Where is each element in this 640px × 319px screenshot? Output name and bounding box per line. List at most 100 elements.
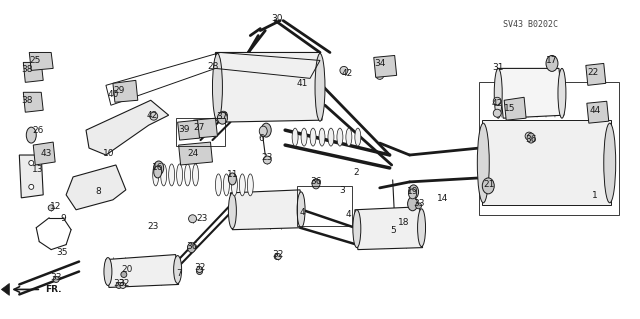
Text: 29: 29 bbox=[113, 86, 125, 95]
Text: 20: 20 bbox=[121, 265, 132, 274]
Ellipse shape bbox=[346, 128, 352, 146]
Ellipse shape bbox=[494, 68, 502, 118]
Ellipse shape bbox=[483, 178, 494, 194]
Polygon shape bbox=[374, 56, 397, 78]
Ellipse shape bbox=[218, 112, 227, 124]
Text: 9: 9 bbox=[60, 214, 66, 223]
Text: 3: 3 bbox=[339, 186, 345, 195]
Ellipse shape bbox=[29, 184, 34, 189]
Ellipse shape bbox=[228, 193, 236, 229]
Ellipse shape bbox=[355, 128, 361, 146]
Polygon shape bbox=[66, 165, 126, 210]
Text: 23: 23 bbox=[262, 152, 273, 161]
Ellipse shape bbox=[104, 257, 112, 286]
Text: 35: 35 bbox=[56, 248, 68, 257]
Ellipse shape bbox=[312, 179, 320, 189]
Polygon shape bbox=[193, 118, 218, 138]
Ellipse shape bbox=[247, 174, 253, 196]
Ellipse shape bbox=[121, 271, 127, 278]
Ellipse shape bbox=[353, 210, 361, 248]
Ellipse shape bbox=[154, 161, 164, 175]
Ellipse shape bbox=[150, 112, 157, 120]
Ellipse shape bbox=[239, 174, 245, 196]
Text: 43: 43 bbox=[40, 149, 52, 158]
Ellipse shape bbox=[546, 56, 558, 71]
Text: 36: 36 bbox=[525, 135, 537, 144]
Ellipse shape bbox=[220, 111, 227, 119]
Text: 22: 22 bbox=[587, 68, 598, 77]
Text: 33: 33 bbox=[113, 279, 125, 288]
Ellipse shape bbox=[29, 160, 34, 166]
Text: 30: 30 bbox=[271, 14, 283, 23]
Ellipse shape bbox=[340, 66, 348, 74]
Ellipse shape bbox=[188, 243, 196, 253]
Ellipse shape bbox=[417, 209, 426, 247]
Ellipse shape bbox=[189, 215, 196, 223]
Text: 4: 4 bbox=[300, 208, 305, 217]
Ellipse shape bbox=[415, 203, 422, 209]
Polygon shape bbox=[586, 63, 605, 85]
Ellipse shape bbox=[493, 109, 501, 117]
Ellipse shape bbox=[161, 164, 166, 186]
Text: 6: 6 bbox=[259, 134, 264, 143]
Text: 34: 34 bbox=[374, 59, 385, 68]
Text: 40: 40 bbox=[108, 90, 118, 99]
Text: 36: 36 bbox=[310, 177, 322, 186]
Text: 4: 4 bbox=[345, 210, 351, 219]
Text: 19: 19 bbox=[407, 187, 419, 197]
Polygon shape bbox=[216, 52, 322, 122]
Ellipse shape bbox=[604, 123, 616, 203]
Ellipse shape bbox=[275, 254, 281, 260]
Text: 27: 27 bbox=[194, 122, 205, 132]
Text: 31: 31 bbox=[492, 63, 504, 72]
Ellipse shape bbox=[169, 164, 175, 186]
Text: 32: 32 bbox=[118, 279, 129, 288]
Text: 38: 38 bbox=[22, 65, 33, 74]
Ellipse shape bbox=[315, 54, 325, 121]
Ellipse shape bbox=[153, 164, 159, 186]
Ellipse shape bbox=[232, 174, 237, 196]
Bar bbox=[175, 118, 225, 146]
Polygon shape bbox=[178, 120, 200, 140]
Ellipse shape bbox=[301, 128, 307, 146]
Polygon shape bbox=[498, 68, 564, 118]
Polygon shape bbox=[33, 142, 55, 165]
Polygon shape bbox=[483, 120, 611, 205]
Text: 13: 13 bbox=[31, 166, 43, 174]
Text: 17: 17 bbox=[546, 56, 557, 65]
Polygon shape bbox=[29, 52, 53, 70]
Text: 23: 23 bbox=[147, 222, 159, 231]
Text: 25: 25 bbox=[29, 56, 41, 65]
Ellipse shape bbox=[376, 71, 384, 79]
Text: 39: 39 bbox=[178, 125, 189, 134]
Ellipse shape bbox=[297, 192, 305, 228]
Text: 1: 1 bbox=[592, 191, 598, 200]
Text: 36: 36 bbox=[186, 242, 197, 251]
Polygon shape bbox=[587, 101, 609, 123]
Text: FR.: FR. bbox=[45, 285, 61, 294]
Ellipse shape bbox=[154, 166, 162, 178]
Text: 23: 23 bbox=[197, 214, 208, 223]
Ellipse shape bbox=[116, 282, 122, 288]
Ellipse shape bbox=[337, 128, 343, 146]
Ellipse shape bbox=[525, 132, 533, 140]
Text: 18: 18 bbox=[398, 218, 410, 227]
Ellipse shape bbox=[408, 197, 417, 211]
Text: 24: 24 bbox=[187, 149, 198, 158]
Ellipse shape bbox=[53, 277, 59, 282]
Ellipse shape bbox=[223, 174, 229, 196]
Polygon shape bbox=[106, 255, 179, 287]
Ellipse shape bbox=[558, 68, 566, 118]
Text: 37: 37 bbox=[217, 112, 228, 121]
Text: 44: 44 bbox=[589, 106, 600, 115]
Text: 15: 15 bbox=[504, 104, 516, 113]
Ellipse shape bbox=[259, 126, 268, 136]
Polygon shape bbox=[23, 63, 44, 82]
Ellipse shape bbox=[120, 282, 126, 288]
Text: 42: 42 bbox=[341, 69, 353, 78]
Ellipse shape bbox=[228, 173, 236, 185]
Text: 8: 8 bbox=[95, 187, 101, 197]
Text: 11: 11 bbox=[227, 170, 238, 179]
Text: 33: 33 bbox=[51, 273, 62, 282]
Ellipse shape bbox=[193, 164, 198, 186]
